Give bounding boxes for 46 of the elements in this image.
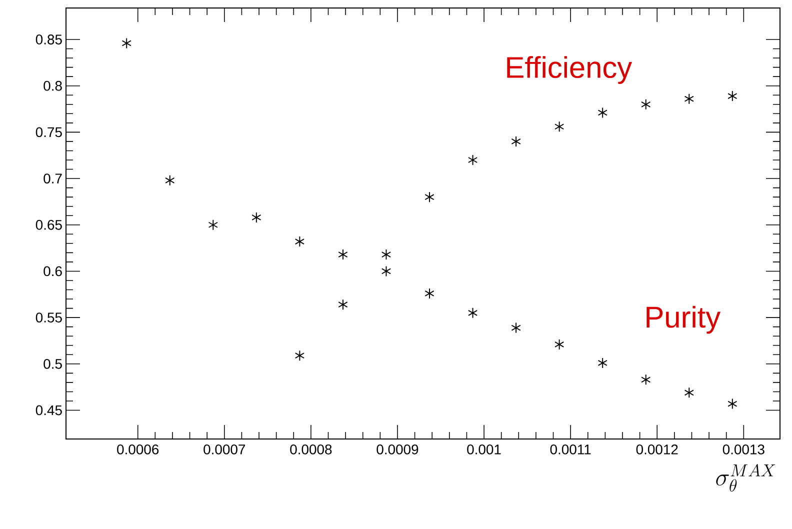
point [511, 136, 521, 147]
point [252, 212, 262, 223]
y-tick-label: 0.55 [36, 312, 62, 323]
x-tick-label: 0.0007 [204, 444, 246, 454]
point [165, 174, 175, 186]
x-axis-title: $\sigma_{\theta}^{MAX}$ [716, 464, 776, 492]
point [381, 266, 392, 277]
point [468, 154, 478, 166]
point [122, 38, 132, 49]
point [424, 192, 434, 203]
x-tick-label: 0.0006 [117, 444, 159, 454]
y-tick-label: 0.7 [44, 174, 62, 184]
point [684, 387, 694, 398]
point [338, 299, 348, 310]
point [598, 107, 608, 118]
x-tick-label: 0.0012 [636, 444, 678, 454]
point [468, 307, 478, 318]
y-tick-label: 0.6 [44, 266, 62, 276]
point [684, 93, 694, 104]
point [208, 219, 218, 230]
point [294, 236, 305, 248]
x-tick-label: 0.0013 [722, 444, 764, 454]
y-tick-label: 0.8 [44, 80, 62, 91]
point [641, 98, 651, 110]
y-tick-label: 0.65 [36, 220, 62, 230]
x-tick-label: 0.0008 [290, 444, 332, 454]
point [381, 249, 392, 260]
x-tick-label: 0.0009 [376, 444, 418, 454]
point [424, 288, 434, 299]
point [598, 357, 608, 368]
y-tick-label: 0.75 [36, 127, 62, 138]
point [641, 374, 651, 386]
x-tick-label: 0.0011 [550, 444, 591, 454]
point [554, 121, 564, 132]
point [728, 398, 738, 410]
y-tick-label: 0.5 [44, 358, 62, 369]
point [728, 90, 738, 102]
series-label: Efficiency [507, 56, 632, 84]
y-tick-label: 0.45 [36, 405, 62, 416]
point [338, 249, 348, 260]
legend-label: Purity [646, 306, 721, 334]
point [554, 338, 564, 350]
point [511, 322, 521, 334]
y-tick-label: 0.85 [36, 34, 62, 44]
x-tick-label: 0.001 [467, 444, 501, 454]
point [294, 350, 305, 362]
